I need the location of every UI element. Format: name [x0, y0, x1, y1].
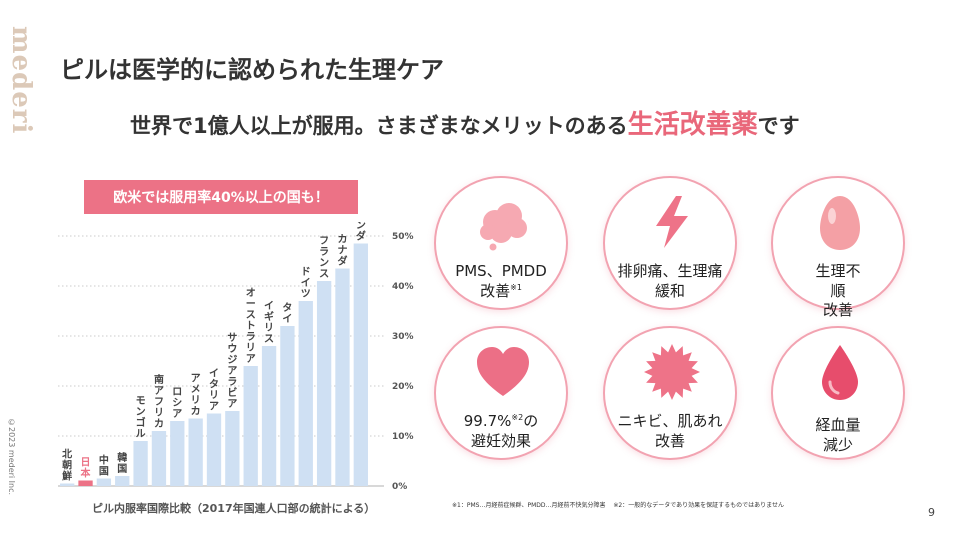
subtitle-prefix: 世界で1億人以上が服用。さまざまなメリットのある: [130, 114, 628, 138]
benefit-card-pain: 排卵痛、生理痛 緩和: [603, 176, 737, 310]
bar-6: [170, 421, 185, 486]
category-label: 南アフリカ: [154, 373, 164, 430]
bar-15: [335, 268, 350, 486]
footnote: ※1：PMS…月経前症候群、PMDD…月経前不快気分障害 ※2：一般的なデータで…: [452, 502, 784, 509]
subtitle-highlight: 生活改善薬: [627, 110, 758, 140]
category-label: 北朝鮮: [62, 448, 72, 483]
bar-12: [280, 326, 295, 486]
category-label: 日本: [81, 457, 92, 480]
y-tick-label: 50%: [392, 232, 414, 242]
benefit-card-cycle: 生理不 順 改善: [771, 176, 905, 319]
page-number: 9: [928, 506, 935, 519]
bar-10: [243, 366, 258, 486]
category-label: ロシア: [172, 387, 182, 420]
benefit-card-flow: 経血量 減少: [771, 326, 905, 460]
benefit-card-skin: ニキビ、肌あれ 改善: [603, 326, 737, 460]
bar-4: [133, 441, 148, 486]
benefit-label: ニキビ、肌あれ 改善: [617, 412, 723, 450]
copyright-text: ©2023 mederi Inc.: [7, 418, 16, 496]
subtitle: 世界で1億人以上が服用。さまざまなメリットのある生活改善薬です: [130, 104, 800, 141]
brand-logo: mederi: [6, 26, 36, 135]
bar-9: [225, 411, 240, 486]
benefit-label: PMS、PMDD 改善※1: [455, 262, 547, 300]
bar-14: [316, 281, 332, 486]
category-label: タイ: [282, 302, 292, 325]
bar-16: [353, 243, 368, 486]
y-tick-label: 40%: [392, 282, 414, 292]
burst-icon: [644, 344, 700, 400]
egg-icon: [820, 196, 860, 250]
category-label: 中国: [99, 454, 109, 478]
category-label: カナダ: [337, 234, 347, 268]
bar-11: [261, 346, 277, 486]
page-title: ピルは医学的に認められた生理ケア: [60, 56, 444, 84]
bar-3: [115, 476, 130, 486]
bar-8: [206, 413, 222, 486]
y-tick-label: 30%: [392, 332, 414, 342]
category-label: オーストラリア: [246, 287, 256, 365]
bar-13: [298, 301, 313, 486]
category-label: 韓国: [117, 451, 127, 475]
category-label: アメリカ: [191, 373, 201, 418]
benefit-label: 生理不 順 改善: [815, 262, 861, 319]
y-tick-label: 20%: [392, 382, 414, 392]
category-label: イギリス: [264, 300, 274, 345]
subtitle-suffix: です: [757, 114, 800, 138]
benefit-label: 99.7%※2の 避妊効果: [463, 412, 539, 450]
category-label: ドイツ: [301, 266, 311, 300]
category-label: モンゴル: [136, 396, 146, 440]
drop-icon: [822, 345, 858, 400]
heart-icon: [477, 347, 529, 396]
bar-7: [188, 418, 203, 486]
chart-caption: ピル内服率国際比較（2017年国連人口部の統計による）: [92, 502, 376, 515]
bar-2: [96, 478, 112, 486]
bar-1: [78, 480, 93, 486]
lightning-icon: [656, 196, 688, 248]
bar-5: [151, 431, 167, 486]
y-tick-label: 0%: [392, 482, 407, 492]
benefit-label: 経血量 減少: [815, 416, 861, 454]
benefit-card-contraception: 99.7%※2の 避妊効果: [434, 326, 568, 460]
benefit-card-pms: PMS、PMDD 改善※1: [434, 176, 568, 310]
chart-callout: 欧米では服用率40%以上の国も！: [84, 180, 358, 214]
bar-0: [60, 483, 75, 486]
category-label: イタリア: [209, 368, 219, 413]
benefit-label: 排卵痛、生理痛 緩和: [617, 262, 723, 300]
category-label: オランダ: [356, 222, 366, 243]
category-label: サウジアラビア: [227, 332, 237, 410]
cloud-icon: [480, 203, 527, 251]
category-label: フランス: [319, 235, 329, 280]
y-tick-label: 10%: [392, 432, 414, 442]
